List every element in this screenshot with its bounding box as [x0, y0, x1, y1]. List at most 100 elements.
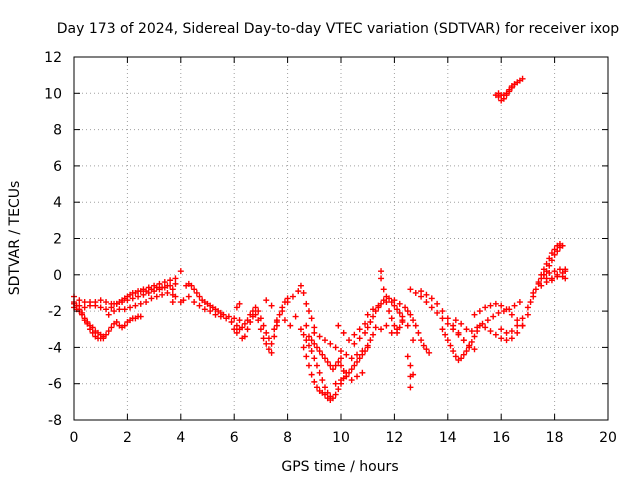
data-point: [418, 293, 425, 300]
data-point: [252, 304, 259, 311]
x-tick-labels: 0 2 4 6 8 10 12 14 16 18 20: [70, 430, 617, 446]
data-point: [455, 329, 462, 336]
data-point: [127, 304, 134, 311]
data-point: [364, 311, 371, 318]
data-point: [108, 304, 115, 311]
data-point: [391, 297, 398, 304]
y-tick-label: 4: [53, 195, 62, 211]
data-point: [402, 304, 409, 311]
data-point: [423, 291, 430, 298]
data-point: [482, 324, 489, 331]
data-point: [143, 299, 150, 306]
data-point: [356, 335, 363, 342]
data-point: [394, 306, 401, 313]
data-point: [548, 250, 555, 257]
data-point: [434, 300, 441, 307]
data-point: [260, 322, 267, 329]
data-point: [471, 333, 478, 340]
data-point: [407, 384, 414, 391]
data-point: [297, 282, 304, 289]
data-point: [164, 289, 171, 296]
data-point: [498, 335, 505, 342]
grid-lines: [74, 57, 608, 420]
data-point: [420, 342, 427, 349]
data-point: [338, 362, 344, 369]
data-point: [356, 355, 363, 362]
data-point: [346, 369, 353, 376]
data-point: [332, 391, 339, 398]
data-point: [351, 340, 358, 347]
data-point: [362, 348, 369, 355]
data-point: [263, 340, 270, 347]
data-point: [223, 315, 230, 322]
data-point: [103, 306, 110, 313]
data-point: [442, 331, 449, 338]
data-point: [129, 295, 136, 302]
data-point: [383, 299, 390, 306]
data-point: [332, 362, 339, 369]
data-point: [236, 317, 243, 324]
data-point: [268, 349, 275, 356]
data-point: [484, 317, 491, 324]
data-point: [305, 333, 312, 340]
data-point: [316, 369, 323, 376]
data-point: [268, 340, 275, 347]
data-point: [476, 308, 483, 315]
x-tick-label: 14: [439, 430, 457, 446]
data-point: [172, 280, 179, 287]
data-point: [316, 348, 323, 355]
x-tick-label: 10: [332, 430, 350, 446]
data-point: [364, 342, 371, 349]
data-point: [447, 342, 454, 349]
data-point: [271, 326, 278, 333]
data-point: [84, 318, 91, 325]
data-point: [305, 342, 312, 349]
data-point: [185, 293, 192, 300]
data-point: [132, 302, 139, 309]
data-point: [153, 284, 160, 291]
data-point: [348, 366, 355, 373]
axis-ticks: [73, 56, 609, 421]
data-point: [556, 266, 563, 273]
y-tick-label: 0: [53, 268, 62, 284]
data-point: [418, 337, 425, 344]
data-point: [460, 337, 467, 344]
data-point: [196, 302, 203, 309]
data-point: [348, 355, 355, 362]
data-point: [193, 289, 200, 296]
data-point: [530, 293, 537, 300]
data-point: [295, 288, 302, 295]
data-point: [308, 348, 315, 355]
data-point: [506, 86, 513, 93]
data-point: [156, 280, 163, 287]
data-point: [105, 311, 112, 318]
data-point: [407, 286, 414, 293]
data-point: [540, 266, 547, 273]
data-point: [452, 353, 459, 360]
data-point: [233, 322, 240, 329]
data-point: [498, 302, 505, 309]
data-point: [97, 297, 104, 304]
data-point: [231, 315, 238, 322]
data-point: [244, 326, 251, 333]
data-point: [482, 304, 489, 311]
data-point: [418, 288, 425, 295]
data-point: [132, 289, 139, 296]
data-point: [276, 311, 283, 318]
data-point: [327, 340, 334, 347]
y-tick-label: -6: [48, 377, 62, 393]
data-point: [319, 351, 326, 358]
data-point: [428, 304, 435, 311]
data-point: [319, 377, 326, 384]
data-point: [404, 322, 411, 329]
data-point: [466, 344, 473, 351]
data-point: [354, 358, 361, 365]
data-point: [321, 391, 328, 398]
data-point: [556, 240, 563, 247]
data-point: [543, 275, 550, 282]
data-point: [97, 304, 104, 311]
data-point: [108, 324, 115, 331]
data-point: [468, 328, 475, 335]
